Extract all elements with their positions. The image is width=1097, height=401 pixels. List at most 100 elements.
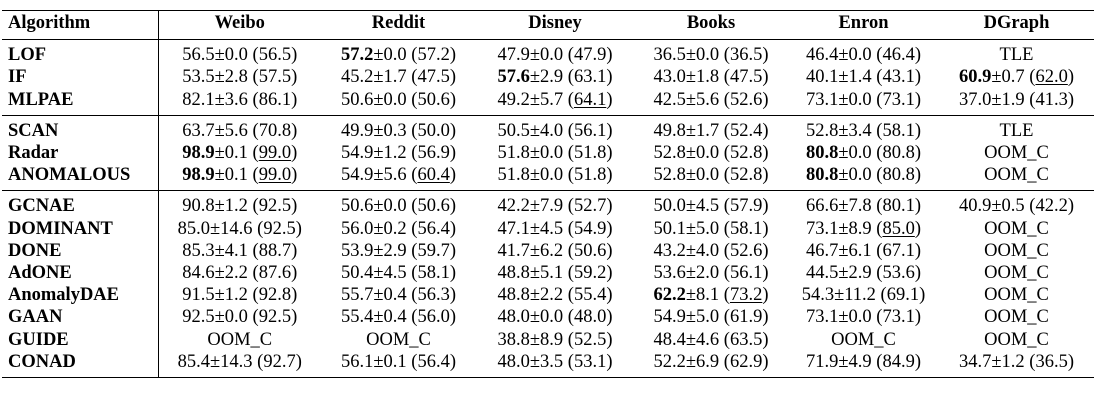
cell-text: OOM_C [984,263,1049,284]
cell-text: ±0.0 (80.8) [838,165,921,186]
algorithm-name: IF [2,66,159,89]
table-row: MLPAE 82.1±3.6 (86.1) 50.6±0.0 (50.6) 49.2±… [2,88,1094,116]
table-cell: OOM_C [939,306,1094,328]
table-cell: 56.5±0.0 (56.5) [158,40,321,67]
cell-text: OOM_C [984,329,1049,350]
table-row: GCNAE 90.8±1.2 (92.5) 50.6±0.0 (50.6) 42.2±… [2,190,1094,218]
cell-text: ) [606,89,613,110]
cell-text: 56.1±0.1 (56.4) [341,351,456,372]
table-cell: 54.3±11.2 (69.1) [788,284,939,306]
cell-text: 44.5±2.9 (53.6) [806,263,921,284]
cell-text: 48.0±0.0 (48.0) [497,307,613,328]
best-value: 80.8 [806,165,839,186]
cell-text: OOM_C [984,218,1049,239]
best-value: 62.2 [653,285,686,306]
cell-text: ±8.1 ( [685,285,730,306]
table-cell: 57.2±0.0 (57.2) [321,40,476,67]
header-dgraph: DGraph [983,13,1050,33]
algorithm-name: LOF [2,39,159,67]
cell-text: 56.5±0.0 (56.5) [182,45,298,66]
cell-text: ±0.7 ( [991,67,1036,88]
table-cell: 44.5±2.9 (53.6) [788,262,939,284]
table-cell: 45.2±1.7 (47.5) [321,66,476,88]
algorithm-name: GAAN [2,306,159,329]
table-cell: 38.8±8.9 (52.5) [476,329,634,351]
table-cell: 48.4±4.6 (63.5) [634,329,788,351]
table-cell: 73.1±0.0 (73.1) [788,306,939,328]
table-cell: 49.2±5.7 (64.1) [476,89,634,116]
cell-text: ±0.0 (80.8) [838,143,921,164]
cell-text: 34.7±1.2 (36.5) [959,351,1074,372]
cell-text: 85.4±14.3 (92.7) [177,351,302,372]
table-cell: 73.1±0.0 (73.1) [788,89,939,116]
table-cell: 41.7±6.2 (50.6) [476,240,634,262]
cell-text: ) [449,165,456,186]
table-cell: OOM_C [321,329,476,351]
cell-text: 49.8±1.7 (52.4) [653,120,769,141]
cell-text: ±0.0 (57.2) [373,45,456,66]
table-cell: TLE [939,115,1094,142]
table-cell: 51.8±0.0 (51.8) [476,164,634,191]
table-cell: OOM_C [939,218,1094,240]
table-cell: 51.8±0.0 (51.8) [476,142,634,164]
table-cell: 43.0±1.8 (47.5) [634,66,788,88]
table-cell: 46.7±6.1 (67.1) [788,240,939,262]
cell-text: 43.0±1.8 (47.5) [653,67,769,88]
cell-text: ±0.1 ( [214,165,259,186]
table-group: LOF 56.5±0.0 (56.5) 57.2±0.0 (57.2) 47.9±0.… [2,39,1094,116]
algorithm-name: GCNAE [2,190,159,218]
table-cell: 54.9±5.6 (60.4) [321,164,476,191]
table-cell: 50.0±4.5 (57.9) [634,191,788,218]
cell-text: 52.8±3.4 (58.1) [806,120,921,141]
cell-text: 66.6±7.8 (80.1) [806,196,921,217]
table-cell: 55.4±0.4 (56.0) [321,306,476,328]
algorithm-name: CONAD [2,350,159,378]
algorithm-name: DONE [2,239,159,263]
cell-text: OOM_C [366,329,431,350]
cell-text: OOM_C [984,285,1049,306]
header-reddit: Reddit [371,13,426,33]
cell-text: ) [914,218,921,239]
cell-text: 47.1±4.5 (54.9) [497,218,613,239]
cell-text: 50.6±0.0 (50.6) [341,196,456,217]
cell-text: 49.9±0.3 (50.0) [341,120,456,141]
table-cell: OOM_C [939,262,1094,284]
cell-text: 51.8±0.0 (51.8) [497,165,613,186]
second-best-value: 62.0 [1035,67,1068,88]
table-cell: 66.6±7.8 (80.1) [788,191,939,218]
table-row: DONE 85.3±4.1 (88.7) 53.9±2.9 (59.7) 41.7±6… [2,239,1094,263]
table-cell: TLE [939,40,1094,67]
cell-text: OOM_C [984,165,1049,186]
table-cell: 49.9±0.3 (50.0) [321,115,476,142]
header-row: Algorithm Weibo Reddit Disney Books Enro… [2,10,1094,40]
table-cell: 98.9±0.1 (99.0) [158,142,321,164]
table-cell: 85.3±4.1 (88.7) [158,240,321,262]
cell-text: 54.3±11.2 (69.1) [801,285,926,306]
cell-text: 73.1±0.0 (73.1) [806,307,921,328]
table-cell: 73.1±8.9 (85.0) [788,218,939,240]
second-best-value: 64.1 [573,89,607,110]
cell-text: 46.4±0.0 (46.4) [806,45,921,66]
cell-text: 48.4±4.6 (63.5) [653,329,769,350]
algorithm-name: GUIDE [2,328,159,351]
table-cell: 46.4±0.0 (46.4) [788,40,939,67]
table-cell: 49.8±1.7 (52.4) [634,115,788,142]
table-row: DOMINANT 85.0±14.6 (92.5) 56.0±0.2 (56.4) 4… [2,217,1094,240]
table-cell: 50.4±4.5 (58.1) [321,262,476,284]
table-cell: 52.8±3.4 (58.1) [788,115,939,142]
header-enron: Enron [838,13,889,33]
cell-text: 63.7±5.6 (70.8) [182,120,298,141]
table-cell: 98.9±0.1 (99.0) [158,164,321,191]
cell-text: 90.8±1.2 (92.5) [182,196,298,217]
best-value: 80.8 [806,143,839,164]
cell-text: 40.1±1.4 (43.1) [806,67,921,88]
cell-text: 91.5±1.2 (92.8) [182,285,298,306]
table-row: Radar 98.9±0.1 (99.0) 54.9±1.2 (56.9) 51.8±… [2,142,1094,165]
second-best-value: 73.2 [729,285,763,306]
table-cell: 42.5±5.6 (52.6) [634,89,788,116]
cell-text: 73.1±0.0 (73.1) [806,89,921,110]
table-cell: 85.4±14.3 (92.7) [158,351,321,378]
best-value: 98.9 [182,165,215,186]
second-best-value: 99.0 [258,143,292,164]
algorithm-name: DOMINANT [2,217,159,240]
